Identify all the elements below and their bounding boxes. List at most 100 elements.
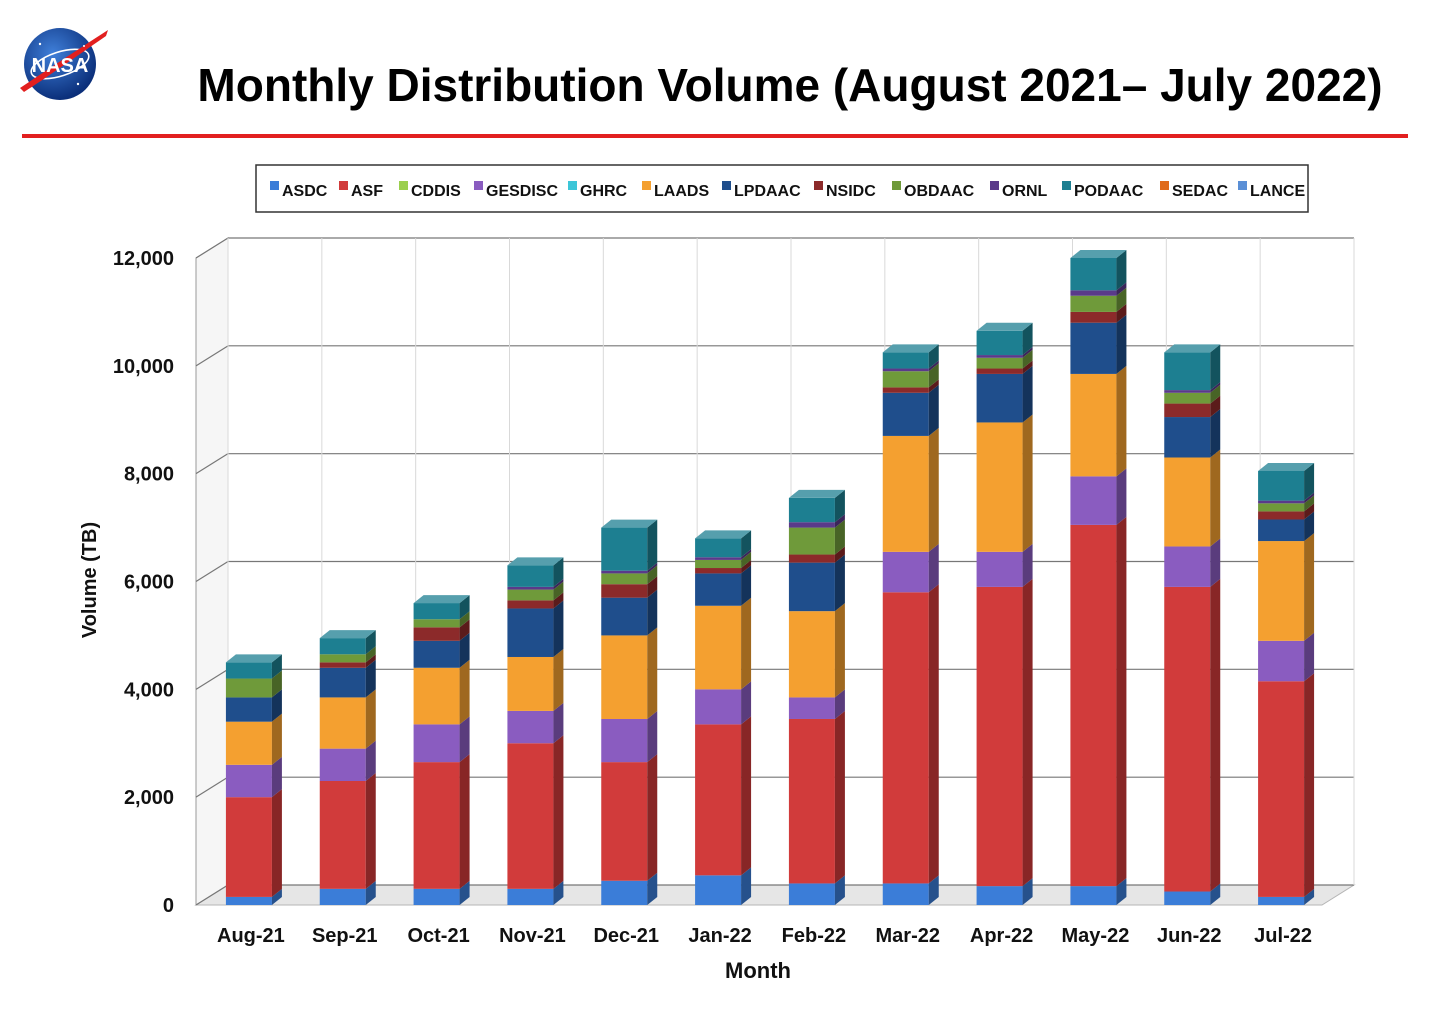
bar-segment-nsidc <box>788 546 845 563</box>
bar-side <box>271 888 282 905</box>
bar-top <box>976 322 1033 331</box>
bar-front <box>413 640 460 668</box>
bar-side <box>834 603 845 698</box>
bar-segment-gesdisc <box>976 543 1033 587</box>
bar-segment-ornl <box>507 578 564 590</box>
bar-side <box>1210 395 1221 418</box>
bar-segment-nsidc <box>976 360 1033 374</box>
bar-top <box>695 530 752 539</box>
bar-stack <box>882 344 939 905</box>
bar-segment-lpdaac <box>788 554 845 612</box>
bar-front <box>413 667 460 725</box>
bar-front <box>1070 886 1117 905</box>
legend-swatch-asf <box>339 181 348 190</box>
bar-segment-nsidc <box>695 560 752 574</box>
bar-side <box>928 875 939 905</box>
bar-front <box>1164 546 1211 587</box>
bar-front <box>507 565 554 587</box>
bar-front <box>507 656 554 711</box>
bar-segment-laads <box>1258 533 1315 641</box>
bar-segment-lpdaac <box>507 600 564 657</box>
bar-side <box>1210 449 1221 547</box>
bar-side <box>928 379 939 393</box>
bar-top <box>225 654 282 663</box>
bar-front <box>413 627 460 641</box>
bar-front <box>319 638 366 655</box>
bar-front <box>507 608 554 657</box>
bar-segment-asdc <box>882 875 939 905</box>
bar-side <box>1022 349 1033 369</box>
bar-front <box>1164 392 1211 404</box>
bar-side <box>647 562 658 574</box>
bar-segment-gesdisc <box>1070 468 1127 525</box>
bar-front <box>976 368 1023 374</box>
bar-front <box>976 330 1023 356</box>
x-tick-label: Dec-21 <box>593 925 659 947</box>
bar-side <box>365 659 376 698</box>
bar-side <box>834 689 845 719</box>
bar-segment-laads <box>601 627 658 719</box>
bar-side <box>1022 322 1033 356</box>
bar-side <box>834 519 845 555</box>
gridline-diag <box>195 776 229 798</box>
bar-front <box>882 387 929 393</box>
bar-front <box>413 888 460 905</box>
bar-front <box>601 570 648 574</box>
bar-front <box>695 724 742 876</box>
bar-front <box>601 635 648 719</box>
bar-side <box>553 557 564 587</box>
bar-stack <box>413 595 470 905</box>
bar-side <box>365 880 376 905</box>
bar-segment-asdc <box>225 888 282 905</box>
bar-front <box>601 584 648 598</box>
bar-segment-ornl <box>976 347 1033 358</box>
bar-front <box>225 797 272 897</box>
bar-segment-gesdisc <box>319 740 376 781</box>
legend-swatch-ornl <box>990 181 999 190</box>
bar-side <box>459 632 470 668</box>
bar-segment-asf <box>976 578 1033 887</box>
bar-segment-nsidc <box>882 379 939 393</box>
bar-side <box>459 754 470 889</box>
legend-swatch-lance <box>1238 181 1247 190</box>
bar-segment-podaac <box>1258 462 1315 501</box>
bar-segment-gesdisc <box>695 681 752 725</box>
bar-side <box>647 565 658 585</box>
bar-segment-podaac <box>788 489 845 523</box>
bar-side <box>365 740 376 781</box>
bar-segment-asf <box>1070 516 1127 887</box>
bar-segment-obdaac <box>695 551 752 569</box>
bar-front <box>882 392 929 436</box>
bar-segment-asf <box>507 735 564 889</box>
bar-side <box>1304 462 1315 501</box>
bar-segment-asf <box>788 710 845 884</box>
bar-segment-podaac <box>1164 344 1221 391</box>
bar-side <box>459 716 470 763</box>
bar-segment-gesdisc <box>413 716 470 763</box>
bar-front <box>1258 511 1305 520</box>
bar-side <box>271 670 282 698</box>
bar-front <box>1070 295 1117 312</box>
bar-front <box>695 559 742 569</box>
bar-side <box>928 384 939 436</box>
legend-swatch-lpdaac <box>722 181 731 190</box>
legend-swatch-laads <box>642 181 651 190</box>
bar-segment-laads <box>788 603 845 698</box>
x-tick-label: Nov-21 <box>499 925 566 947</box>
bar-side <box>553 735 564 889</box>
bar-segment-lpdaac <box>1258 511 1315 542</box>
bar-side <box>1210 538 1221 587</box>
bar-side <box>1116 468 1127 525</box>
x-axis-title: Month <box>725 958 791 983</box>
bar-front <box>225 697 272 722</box>
x-tick-label: Oct-21 <box>407 925 469 947</box>
bar-side <box>459 611 470 628</box>
bar-segment-laads <box>225 713 282 765</box>
bar-front <box>1164 891 1211 905</box>
gridline-diag <box>195 884 229 906</box>
bar-segment-gesdisc <box>788 689 845 719</box>
bar-front <box>1070 524 1117 887</box>
bar-side <box>1022 414 1033 552</box>
bar-stack <box>1164 344 1221 905</box>
